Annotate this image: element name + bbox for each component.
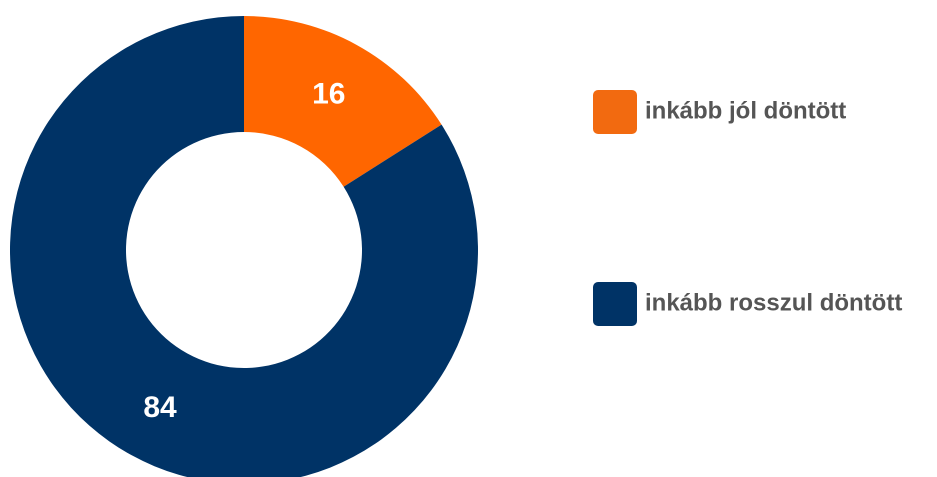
- donut-slice-2: [10, 16, 478, 477]
- data-label-1: 16: [312, 78, 345, 111]
- legend-swatch-1: [593, 90, 637, 134]
- legend-label-2: inkább rosszul döntött: [645, 289, 902, 316]
- donut-slices: [10, 16, 478, 477]
- legend-label-1: inkább jól döntött: [645, 97, 846, 124]
- chart-legend: inkább jól döntött inkább rosszul döntött: [593, 90, 902, 326]
- donut-slice-1: [244, 16, 442, 187]
- legend-swatch-2: [593, 282, 637, 326]
- data-label-2: 84: [143, 391, 177, 424]
